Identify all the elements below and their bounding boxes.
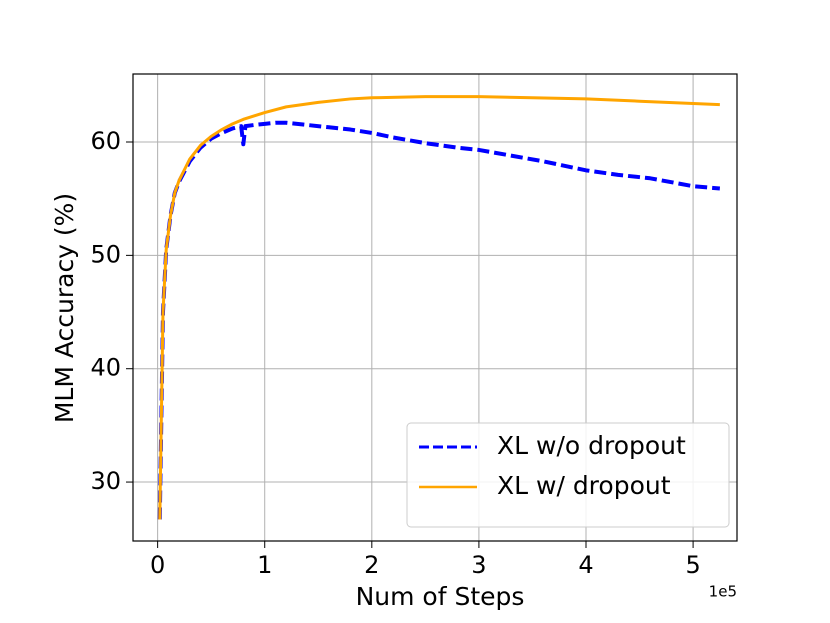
y-tick-label: 50 — [90, 240, 121, 268]
legend-label: XL w/o dropout — [497, 431, 686, 460]
axes-frame — [132, 73, 738, 542]
x-tick-label: 2 — [364, 551, 379, 579]
y-tick-label: 30 — [90, 467, 121, 495]
y-tick-label: 60 — [90, 127, 121, 155]
data-line — [158, 95, 720, 520]
x-tick-label: 1 — [257, 551, 272, 579]
legend-box — [406, 422, 730, 528]
x-tick-label: 0 — [150, 551, 165, 579]
x-tick-label: 5 — [685, 551, 700, 579]
y-axis-label: MLM Accuracy (%) — [50, 193, 79, 423]
x-tick-label: 4 — [578, 551, 593, 579]
x-offset-label: 1e5 — [709, 583, 737, 601]
legend-label: XL w/ dropout — [497, 471, 671, 500]
x-axis-label: Num of Steps — [356, 582, 525, 611]
y-tick-label: 40 — [90, 354, 121, 382]
x-tick-label: 3 — [471, 551, 486, 579]
